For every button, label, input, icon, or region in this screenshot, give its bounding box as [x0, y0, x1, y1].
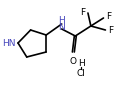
Text: F: F — [106, 12, 111, 21]
Text: F: F — [80, 7, 85, 16]
Text: Cl: Cl — [77, 68, 86, 77]
Text: H: H — [58, 15, 65, 24]
Text: HN: HN — [3, 39, 16, 48]
Text: F: F — [108, 25, 114, 34]
Text: N: N — [58, 22, 65, 32]
Text: H: H — [78, 59, 84, 68]
Text: O: O — [70, 57, 77, 66]
